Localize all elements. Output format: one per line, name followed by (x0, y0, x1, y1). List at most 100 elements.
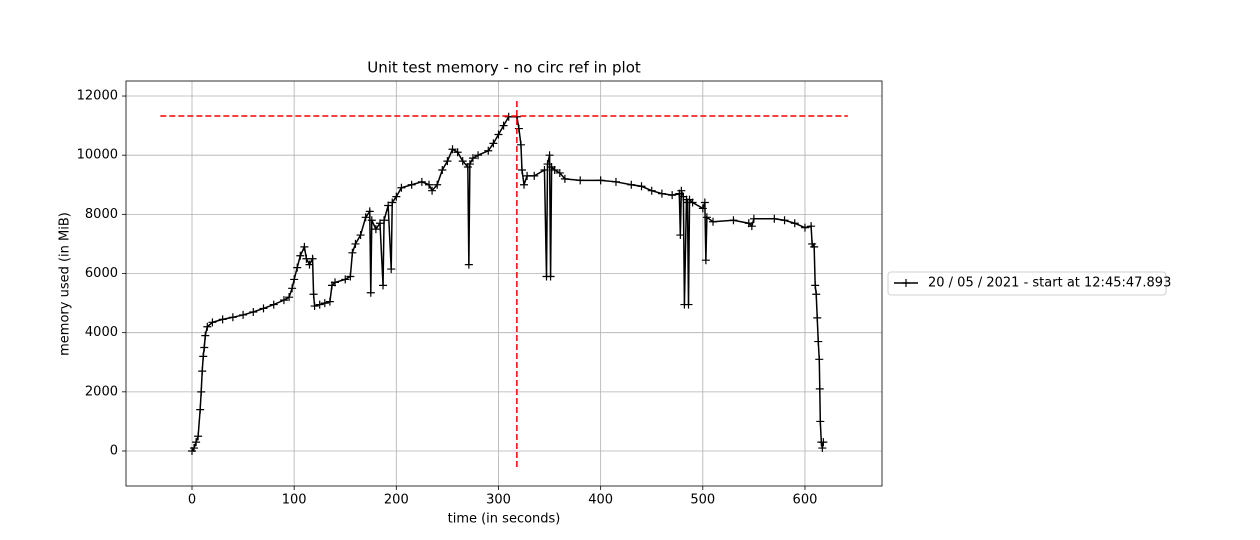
data-point (438, 165, 447, 174)
data-point (288, 284, 297, 293)
data-point (310, 302, 319, 311)
data-point (688, 198, 697, 207)
data-point (657, 189, 666, 198)
data-point (387, 265, 396, 274)
data-point (684, 300, 693, 309)
data-point (407, 180, 416, 189)
data-point (341, 275, 350, 284)
data-point (351, 239, 360, 248)
data-point (546, 272, 555, 281)
data-point (296, 251, 305, 260)
data-point (392, 192, 401, 201)
data-point (200, 343, 209, 352)
data-point (484, 146, 493, 155)
data-point (309, 290, 318, 299)
data-point (815, 384, 824, 393)
data-point (279, 296, 288, 305)
data-point (458, 157, 467, 166)
data-point (514, 124, 523, 133)
data-point (523, 171, 532, 180)
y-tick-label: 6000 (85, 266, 118, 281)
data-point (305, 260, 314, 269)
data-point (576, 176, 585, 185)
data-point (698, 204, 707, 213)
y-tick-label: 2000 (85, 384, 118, 399)
data-point (807, 222, 816, 231)
data-point (308, 254, 317, 263)
data-point (315, 300, 324, 309)
data-point (361, 213, 370, 222)
data-point (290, 275, 299, 284)
data-point (196, 405, 205, 414)
data-point (198, 367, 207, 376)
data-point (371, 225, 380, 234)
data-point (647, 186, 656, 195)
data-point (259, 304, 268, 313)
data-point (465, 160, 474, 169)
data-point (516, 140, 525, 149)
data-point (677, 186, 686, 195)
x-tick-label: 400 (588, 493, 613, 508)
data-point (627, 180, 636, 189)
data-point (800, 223, 809, 232)
data-point (320, 299, 329, 308)
data-point (555, 168, 564, 177)
data-point (203, 322, 212, 331)
x-tick-label: 100 (282, 493, 307, 508)
data-point (676, 231, 685, 240)
data-point (190, 444, 199, 453)
data-point (545, 151, 554, 160)
data-point (637, 182, 646, 191)
x-tick-label: 600 (793, 493, 818, 508)
data-point (702, 213, 711, 222)
data-point (356, 231, 365, 240)
data-point (397, 183, 406, 192)
data-point (474, 151, 483, 160)
data-point (560, 174, 569, 183)
data-point (443, 157, 452, 166)
data-point (668, 191, 677, 200)
data-point (811, 281, 820, 290)
data-point (810, 242, 819, 251)
data-point (780, 216, 789, 225)
data-point (269, 300, 278, 309)
data-point (815, 355, 824, 364)
data-point (550, 165, 559, 174)
data-line (191, 115, 825, 452)
data-point (819, 438, 828, 447)
data-point (325, 297, 334, 306)
data-point (366, 288, 375, 297)
data-point (749, 214, 758, 223)
x-tick-label: 0 (188, 493, 196, 508)
y-axis-label: memory used (in MiB) (58, 212, 73, 356)
data-point (701, 256, 710, 265)
data-point (453, 148, 462, 157)
data-point (464, 260, 473, 269)
data-point (520, 180, 529, 189)
plot-frame (125, 80, 883, 487)
legend: 20 / 05 / 2021 - start at 12:45:47.893 (887, 271, 1171, 296)
data-point (417, 177, 426, 186)
data-point (365, 207, 374, 216)
data-point (812, 290, 821, 299)
data-point (814, 337, 823, 346)
data-point (700, 198, 709, 207)
data-point (433, 180, 442, 189)
data-point (194, 432, 203, 441)
data-point (540, 165, 549, 174)
data-point (611, 177, 620, 186)
data-point (747, 222, 756, 231)
data-point (367, 216, 376, 225)
y-tick-label: 10000 (77, 148, 118, 163)
y-tick-label: 4000 (85, 325, 118, 340)
data-point (228, 313, 237, 322)
data-point (375, 219, 384, 228)
y-tick-label: 8000 (85, 207, 118, 222)
data-point (468, 154, 477, 163)
data-point (813, 313, 822, 322)
data-point (380, 216, 389, 225)
data-point (489, 139, 498, 148)
data-point (428, 186, 437, 195)
data-point (543, 160, 552, 169)
data-point (293, 263, 302, 272)
